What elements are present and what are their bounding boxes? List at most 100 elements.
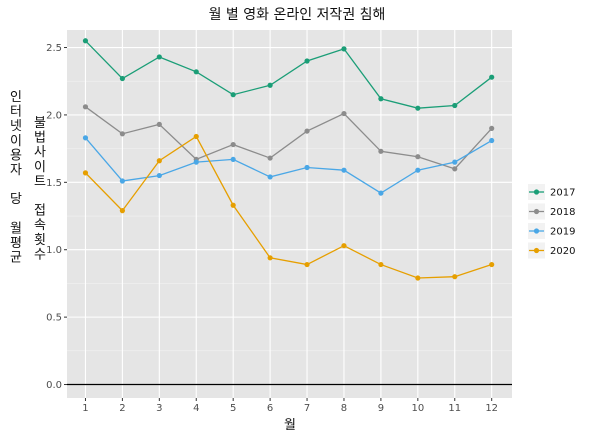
y-axis-title-char: 균	[10, 251, 22, 266]
x-tick-label: 9	[378, 403, 384, 414]
data-point	[230, 141, 236, 148]
y-tick-label: 0.5	[46, 313, 62, 324]
legend-item: 2018	[528, 203, 575, 220]
x-tick-label: 6	[267, 403, 273, 414]
legend-item: 2020	[528, 242, 575, 259]
data-point	[415, 154, 421, 160]
data-point	[452, 166, 458, 172]
data-point	[341, 167, 347, 173]
data-point	[193, 69, 199, 75]
data-point	[193, 133, 199, 140]
y-axis-title-char: 법	[34, 131, 46, 146]
data-point	[156, 54, 162, 60]
series-line	[85, 106, 493, 170]
data-point	[304, 128, 310, 134]
data-point	[267, 82, 273, 88]
y-axis-title-char: 이	[10, 134, 22, 149]
legend-label: 2017	[550, 188, 575, 199]
y-axis-ticks: 0.0 0.5 1.0 1.5 2.0 2.5	[46, 43, 67, 391]
legend-point	[533, 189, 540, 195]
y-axis-title-char: 속	[34, 218, 46, 233]
y-axis-title-char: 이	[34, 160, 46, 175]
x-axis-title: 월	[284, 418, 296, 433]
data-point	[119, 178, 125, 184]
data-point	[341, 243, 347, 249]
data-point	[304, 58, 310, 64]
data-point	[82, 38, 89, 44]
data-point	[119, 75, 125, 82]
plot-background	[67, 30, 512, 398]
legend-item: 2017	[528, 184, 575, 200]
y-axis-title-char: 넷	[10, 119, 22, 134]
data-point	[341, 110, 347, 117]
data-point	[304, 261, 310, 268]
legend-label: 2018	[550, 207, 575, 218]
data-point	[415, 275, 421, 281]
data-point	[378, 148, 384, 154]
data-point	[82, 104, 89, 110]
y-axis-title-char: 자	[10, 163, 22, 178]
x-tick-label: 11	[448, 403, 461, 414]
x-tick-label: 7	[304, 403, 310, 414]
y-tick-label: 1.5	[46, 178, 62, 189]
x-tick-label: 10	[411, 403, 424, 414]
y-tick-label: 1.0	[46, 245, 62, 256]
data-point	[267, 174, 273, 180]
y-axis-title-char: 수	[34, 247, 46, 262]
data-point	[156, 172, 162, 179]
legend-point	[533, 247, 540, 254]
data-point	[156, 158, 162, 164]
legend-item: 2019	[528, 223, 575, 239]
y-tick-label: 0.0	[46, 380, 62, 391]
x-tick-label: 8	[341, 403, 347, 414]
data-point	[378, 261, 384, 268]
data-point	[489, 261, 495, 268]
y-axis-title-char: 터	[10, 105, 22, 120]
data-point	[304, 164, 310, 171]
data-point	[452, 159, 458, 165]
x-tick-label: 12	[485, 403, 498, 414]
data-point	[378, 190, 384, 196]
data-point	[82, 135, 89, 141]
data-point	[452, 102, 458, 109]
chart-title: 월 별 영화 온라인 저작권 침해	[209, 7, 386, 23]
series-layer	[82, 38, 495, 281]
series-2020	[82, 133, 495, 281]
data-point	[267, 155, 273, 161]
series-line	[85, 135, 492, 279]
data-point	[119, 131, 125, 137]
y-axis-title-char: 용	[10, 148, 22, 163]
legend-point	[533, 228, 540, 234]
y-axis-title-char: 사	[34, 145, 46, 160]
legend-label: 2020	[550, 246, 575, 257]
legend-label: 2019	[550, 227, 575, 238]
y-axis-title-char: 트	[34, 174, 46, 189]
data-point	[489, 137, 495, 144]
legend-point	[533, 208, 540, 215]
data-point	[230, 92, 236, 98]
y-axis-title-char: 인	[10, 90, 22, 105]
series-line	[84, 137, 493, 194]
y-axis-title-char: 불	[34, 116, 46, 131]
x-tick-label: 5	[230, 403, 236, 414]
y-tick-label: 2.5	[46, 43, 62, 54]
series-2018	[82, 104, 495, 172]
series-2019	[82, 135, 495, 196]
x-axis-ticks: 1 2 3 4 5 6 7 8 9 10 11 12	[82, 398, 498, 414]
x-tick-label: 4	[193, 403, 199, 414]
y-axis-title-char: 접	[34, 204, 46, 219]
data-point	[119, 208, 125, 214]
data-point	[230, 202, 236, 208]
data-point	[415, 167, 421, 173]
data-point	[230, 156, 236, 163]
series-line	[85, 40, 493, 109]
y-axis-title-char: 평	[10, 236, 22, 251]
data-point	[452, 274, 458, 280]
data-point	[341, 46, 347, 52]
legend: 2017 2018 2019 2020	[528, 184, 575, 259]
y-tick-label: 2.0	[46, 110, 62, 121]
data-point	[267, 255, 273, 261]
series-2017	[82, 38, 495, 111]
x-tick-label: 2	[119, 403, 125, 414]
